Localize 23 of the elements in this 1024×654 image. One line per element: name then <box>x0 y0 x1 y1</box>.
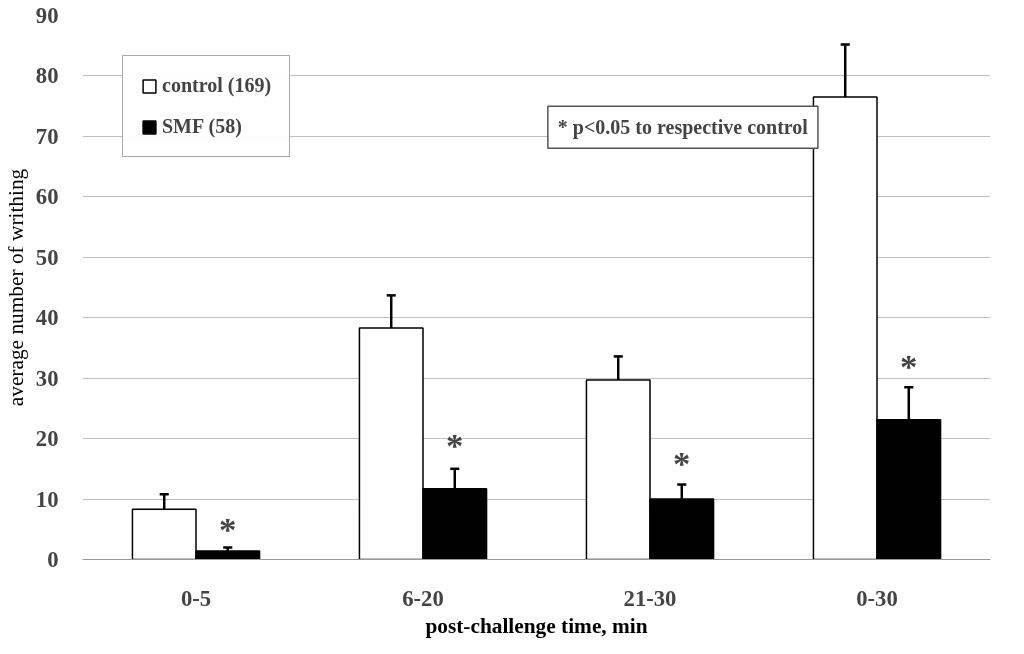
annotation: * p<0.05 to respective control <box>557 116 809 140</box>
y-tick-label: 0 <box>47 547 59 572</box>
y-tick-label: 90 <box>35 3 59 28</box>
annotation: * <box>673 443 691 482</box>
annotation: * <box>900 347 918 386</box>
x-tick-label: 21-30 <box>623 585 677 611</box>
y-tick-label: 80 <box>35 63 59 89</box>
y-tick-label: 20 <box>35 426 59 452</box>
y-tick-label: 60 <box>35 184 59 210</box>
x-tick-label: 0-5 <box>180 585 212 611</box>
y-tick-label: 30 <box>35 365 59 391</box>
annotation: * <box>446 425 464 464</box>
x-axis-title: post-challenge time, min <box>425 613 648 638</box>
y-tick-label: 10 <box>35 486 59 512</box>
annotation: * <box>219 510 237 549</box>
y-tick-label: 40 <box>35 305 59 331</box>
x-tick-label: 6-20 <box>402 585 444 611</box>
legend-label: SMF (58) <box>162 115 242 138</box>
x-tick-label: 0-30 <box>856 585 898 611</box>
y-tick-label: 50 <box>35 244 59 270</box>
legend-label: control (169) <box>162 74 272 97</box>
y-tick-label: 70 <box>35 123 59 149</box>
y-axis-title: average number of writhing <box>3 168 28 407</box>
